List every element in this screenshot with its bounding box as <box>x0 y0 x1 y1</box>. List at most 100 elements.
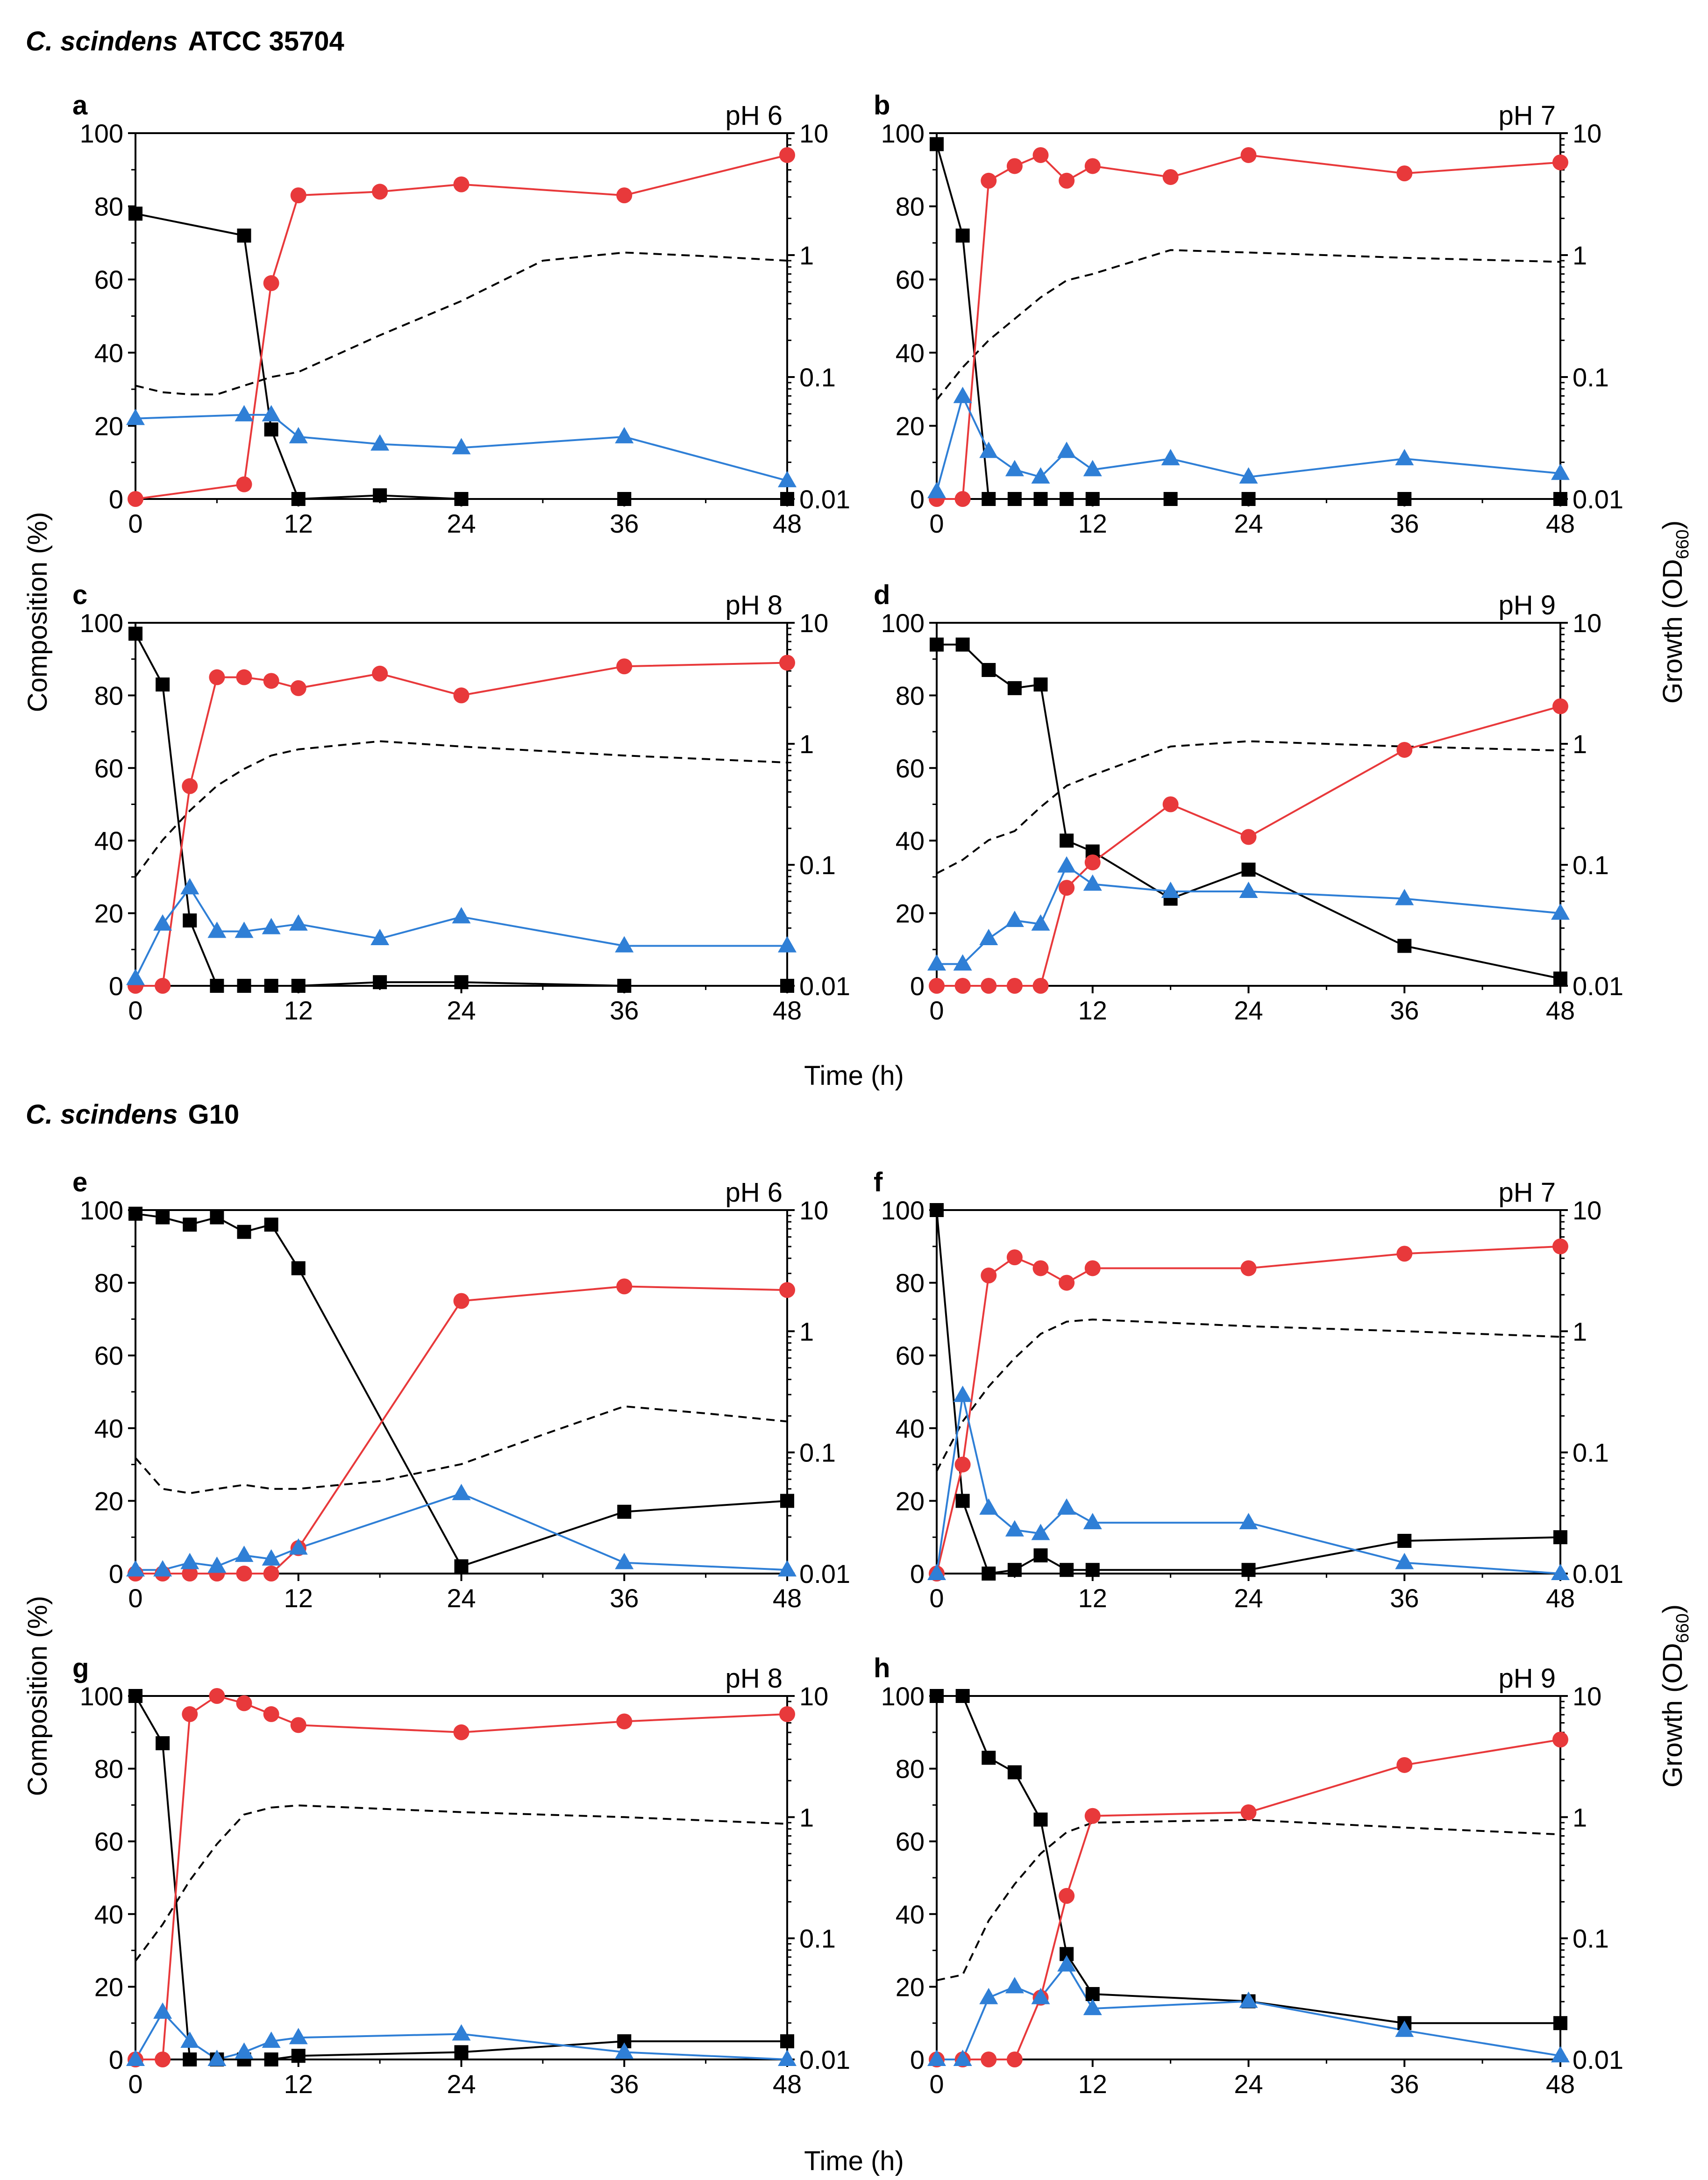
data-point-triangle <box>615 936 634 953</box>
x-tick-label: 12 <box>1078 2069 1107 2099</box>
y-tick-label: 0 <box>910 2045 925 2074</box>
data-point-square <box>264 979 278 993</box>
x-tick-label: 0 <box>128 996 142 1025</box>
data-point-square <box>930 1689 944 1703</box>
data-point-circle <box>236 1566 252 1582</box>
data-point-circle <box>1162 796 1179 812</box>
data-point-square <box>780 1494 794 1508</box>
y-tick-label: 60 <box>896 265 925 294</box>
data-point-circle <box>1552 1731 1568 1748</box>
series-line-black <box>135 213 787 500</box>
data-point-circle <box>1396 1757 1413 1773</box>
data-point-triangle <box>1551 1564 1570 1580</box>
data-point-circle <box>616 1713 633 1730</box>
data-point-circle <box>954 978 971 994</box>
section-strain-top: ATCC 35704 <box>188 26 344 57</box>
data-point-triangle <box>979 1988 998 2004</box>
data-point-circle <box>290 187 306 204</box>
data-point-square <box>1085 1563 1100 1577</box>
data-point-circle <box>1006 1249 1023 1266</box>
data-point-square <box>183 1218 197 1232</box>
section-species-top: C. scindens <box>26 26 178 57</box>
y2-tick-label: 10 <box>799 119 828 148</box>
data-point-circle <box>1006 978 1023 994</box>
data-point-circle <box>616 187 633 204</box>
series-line-blue <box>937 1963 1561 2060</box>
plot-frame <box>135 1209 788 1574</box>
x-tick-label: 12 <box>284 2069 313 2099</box>
x-tick-label: 24 <box>447 1583 476 1613</box>
y-tick-label: 20 <box>896 411 925 441</box>
data-point-triangle <box>778 2050 797 2066</box>
panel-b: b pH 7 0 12 24 36 48 0 20 40 60 80 100 0.01 0.1 1 10 <box>874 90 1623 538</box>
data-point-triangle <box>289 427 308 443</box>
series-line-line <box>135 1405 788 1495</box>
data-point-square <box>982 492 996 506</box>
panel-letter: e <box>72 1167 87 1197</box>
data-point-circle <box>1032 978 1049 994</box>
data-point-square <box>454 2045 469 2059</box>
x-axis-label-top: Time (h) <box>804 1061 904 1091</box>
data-point-circle <box>263 275 279 292</box>
x-tick-label: 48 <box>773 2069 802 2099</box>
data-point-square <box>237 1225 251 1239</box>
data-point-square <box>1241 492 1256 506</box>
y-axis-label-right-top: Growth (OD660) <box>1658 520 1693 704</box>
data-point-square <box>264 2052 278 2066</box>
data-point-circle <box>1059 880 1075 896</box>
data-point-circle <box>453 687 470 704</box>
data-point-triangle <box>953 954 972 971</box>
panel-letter: a <box>72 90 88 121</box>
data-point-circle <box>1240 1260 1257 1276</box>
y2-tick-label: 10 <box>1573 608 1601 638</box>
data-point-circle <box>954 1456 971 1473</box>
series-line-black <box>936 143 1560 500</box>
data-point-square <box>930 637 944 652</box>
data-point-triangle <box>153 2002 172 2019</box>
data-point-circle <box>1552 154 1568 171</box>
series-line-black <box>936 1210 1561 1575</box>
panel-letter: g <box>72 1653 89 1683</box>
y-tick-label: 80 <box>896 192 925 221</box>
data-point-triangle <box>1005 1520 1024 1537</box>
data-point-triangle <box>778 1560 797 1577</box>
panel-letter: d <box>874 580 890 610</box>
y2-label-subscript: 660 <box>1673 1613 1693 1643</box>
data-point-triangle <box>1395 449 1414 465</box>
data-point-square <box>780 979 794 993</box>
plot-frame <box>135 1695 788 2060</box>
x-tick-label: 48 <box>773 996 802 1025</box>
data-point-square <box>156 1736 170 1751</box>
data-point-circle <box>779 1706 795 1722</box>
data-point-triangle <box>927 2050 946 2066</box>
data-point-triangle <box>126 2050 145 2066</box>
y2-label-base: Growth (OD <box>1658 559 1688 704</box>
data-point-triangle <box>452 2024 471 2041</box>
y2-tick-label: 1 <box>1573 1317 1587 1346</box>
data-point-circle <box>453 1293 470 1309</box>
x-tick-label: 24 <box>447 996 476 1025</box>
data-point-circle <box>981 978 997 994</box>
data-point-square <box>955 228 970 243</box>
data-point-triangle <box>953 386 972 403</box>
x-tick-label: 12 <box>284 996 313 1025</box>
data-point-circle <box>1240 1804 1257 1820</box>
y-tick-label: 60 <box>94 265 123 294</box>
y2-tick-label: 1 <box>799 241 814 270</box>
x-tick-label: 36 <box>1390 996 1419 1025</box>
data-point-circle <box>236 669 252 685</box>
y-tick-label: 20 <box>896 899 925 928</box>
y2-tick-label: 0.01 <box>799 1559 850 1589</box>
y-tick-label: 0 <box>910 971 925 1001</box>
data-point-triangle <box>235 405 254 421</box>
data-point-triangle <box>126 1560 145 1577</box>
data-point-square <box>617 979 632 993</box>
data-point-triangle <box>1551 903 1570 920</box>
series-line-line <box>936 1819 1561 1981</box>
x-tick-label: 12 <box>284 1583 313 1613</box>
data-point-circle <box>616 658 633 675</box>
data-point-square <box>128 627 142 641</box>
x-tick-label: 12 <box>1078 509 1107 538</box>
data-point-circle <box>453 176 470 192</box>
